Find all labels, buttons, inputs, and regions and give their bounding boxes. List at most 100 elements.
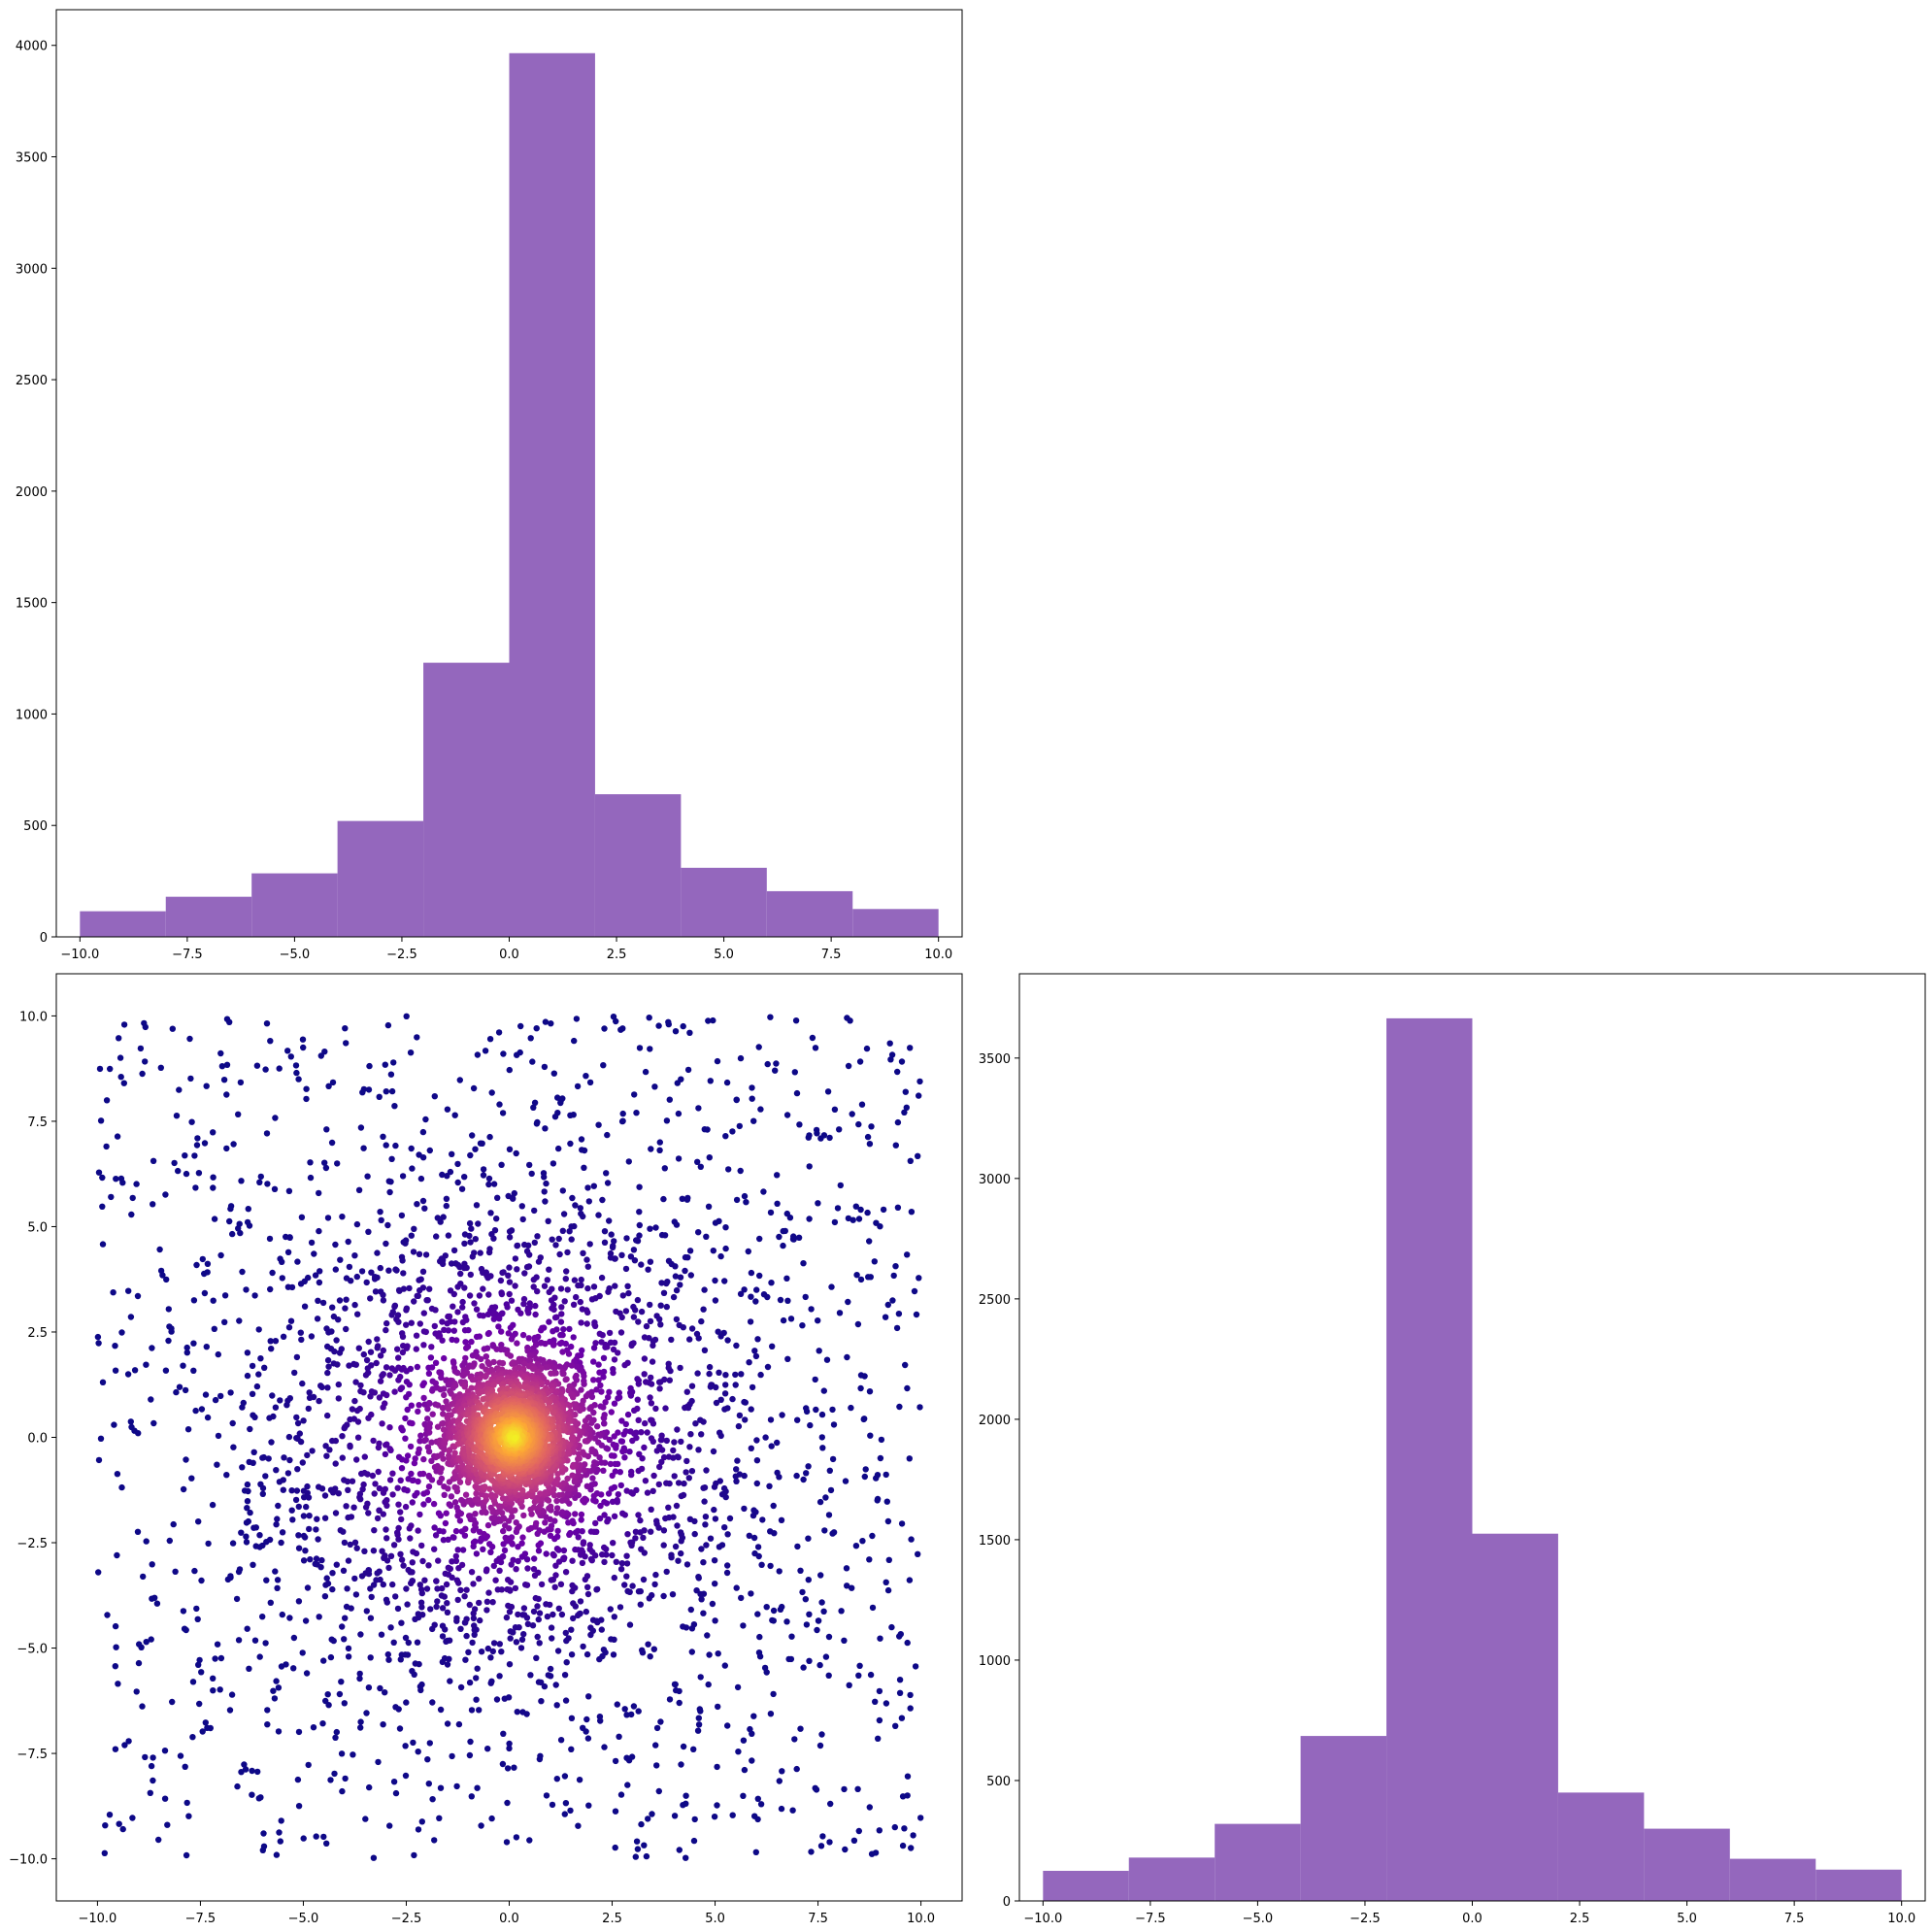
scatter-point (561, 1554, 568, 1561)
scatter-point (567, 1807, 574, 1815)
scatter-point (573, 1016, 581, 1022)
scatter-point (688, 1468, 696, 1475)
scatter-point (676, 1847, 683, 1853)
scatter-point (806, 1657, 813, 1665)
scatter-point (467, 1513, 474, 1519)
scatter-point (214, 1641, 221, 1648)
x-tick-label: −7.5 (172, 948, 203, 962)
scatter-point (502, 1522, 509, 1529)
scatter-point (535, 1616, 542, 1623)
scatter-point (842, 1478, 849, 1484)
scatter-point (247, 1509, 253, 1516)
scatter-point (907, 1045, 914, 1051)
scatter-point (633, 1237, 640, 1244)
scatter-point (430, 1500, 438, 1508)
scatter-point (746, 1359, 752, 1366)
scatter-point (776, 1778, 783, 1784)
scatter-point (686, 1516, 694, 1523)
scatter-point (617, 1026, 624, 1033)
scatter-point (886, 1040, 893, 1047)
scatter-point (402, 1772, 410, 1780)
scatter-point (133, 1688, 140, 1695)
scatter-point (655, 1022, 662, 1029)
scatter-point (652, 1224, 659, 1231)
scatter-point (606, 1388, 613, 1396)
scatter-point (673, 1286, 681, 1294)
scatter-point (548, 1020, 554, 1027)
scatter-point (570, 1301, 578, 1309)
scatter-point (511, 1764, 517, 1771)
scatter-point (649, 1358, 656, 1365)
scatter-point (380, 1297, 387, 1304)
scatter-point (403, 1013, 410, 1020)
scatter-point (502, 1534, 509, 1542)
scatter-point (559, 1187, 566, 1194)
scatter-point (578, 1511, 585, 1518)
scatter-point (651, 1083, 658, 1090)
scatter-point (607, 1606, 614, 1613)
scatter-point (302, 1548, 309, 1554)
scatter-point (525, 1242, 532, 1249)
scatter-point (307, 1159, 314, 1166)
scatter-point (571, 1037, 578, 1045)
scatter-point (721, 1524, 728, 1531)
scatter-point (507, 1635, 514, 1642)
scatter-point (557, 1737, 565, 1744)
scatter-point (611, 1614, 617, 1620)
scatter-point (476, 1599, 483, 1607)
scatter-point (906, 1577, 914, 1583)
scatter-point (590, 1283, 598, 1290)
scatter-point (386, 1188, 393, 1196)
scatter-point (590, 1345, 598, 1351)
scatter-point (244, 1505, 250, 1512)
scatter-point (530, 1608, 538, 1616)
scatter-point (268, 1439, 275, 1446)
scatter-point (392, 1142, 399, 1149)
scatter-point (713, 1399, 720, 1407)
scatter-point (896, 1689, 904, 1697)
y-tick-label: 2000 (16, 485, 48, 500)
scatter-point (322, 1443, 329, 1449)
scatter-point (175, 1167, 182, 1175)
scatter-point (562, 1569, 570, 1576)
scatter-point (645, 1815, 651, 1822)
scatter-point (329, 1585, 336, 1593)
scatter-point (808, 1306, 815, 1313)
scatter-point (227, 1573, 234, 1580)
scatter-point (243, 1539, 250, 1546)
scatter-point (210, 1675, 217, 1682)
scatter-point (382, 1400, 388, 1407)
scatter-point (588, 1482, 595, 1488)
scatter-point (291, 1369, 298, 1377)
scatter-point (339, 1454, 346, 1461)
scatter-point (751, 1348, 758, 1354)
scatter-point (383, 1535, 390, 1542)
scatter-point (767, 1209, 775, 1216)
scatter-point (321, 1049, 328, 1055)
scatter-point (304, 1451, 311, 1459)
scatter-point (484, 1330, 492, 1338)
scatter-point (445, 1571, 451, 1578)
scatter-point (776, 1233, 783, 1241)
scatter-point (280, 1486, 286, 1493)
scatter-point (394, 1346, 401, 1352)
scatter-point (201, 1289, 209, 1297)
scatter-point (828, 1283, 835, 1290)
scatter-point (426, 1147, 433, 1154)
scatter-point (112, 1622, 119, 1630)
scatter-point (566, 1325, 573, 1333)
scatter-point (483, 1566, 490, 1573)
scatter-point (322, 1697, 329, 1705)
scatter-point (187, 1075, 194, 1083)
scatter-point (792, 1017, 800, 1024)
scatter-point (580, 1249, 586, 1257)
scatter-point (615, 1395, 621, 1402)
scatter-point (593, 1586, 600, 1593)
scatter-point (600, 1062, 607, 1069)
scatter-point (575, 1455, 582, 1463)
scatter-point (421, 1577, 428, 1583)
scatter-point (658, 1280, 665, 1286)
scatter-point (655, 1787, 662, 1795)
scatter-point (579, 1347, 585, 1354)
scatter-point (553, 1546, 561, 1552)
